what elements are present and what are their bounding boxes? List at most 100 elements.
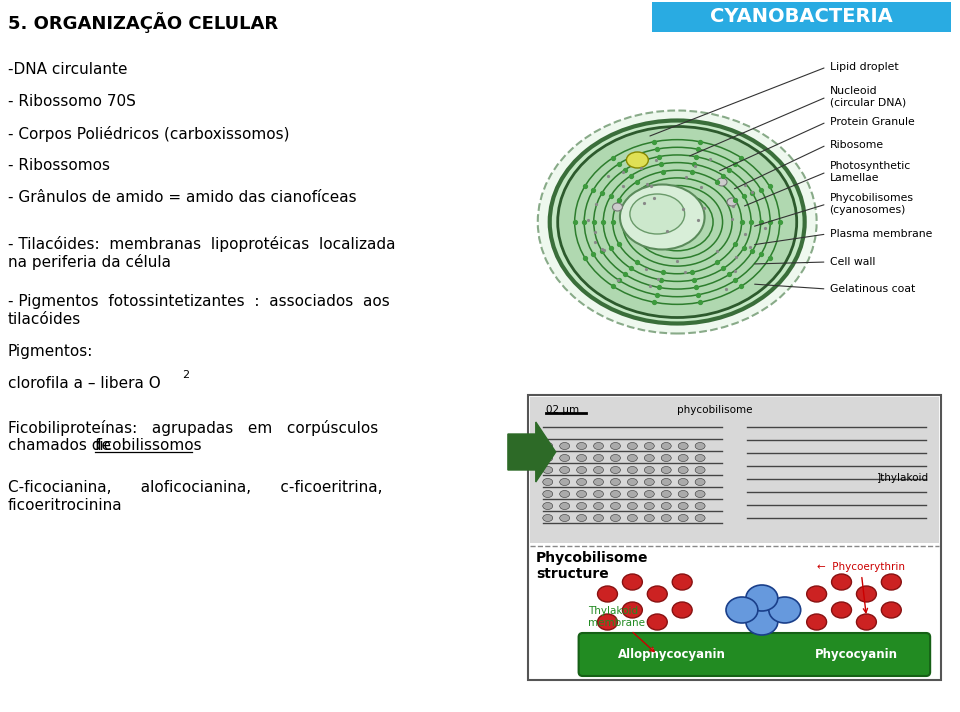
Text: - Pigmentos  fotossintetizantes  :  associados  aos: - Pigmentos fotossintetizantes : associa…: [8, 294, 390, 309]
Ellipse shape: [593, 454, 604, 461]
Ellipse shape: [644, 491, 655, 498]
Ellipse shape: [628, 515, 637, 521]
Text: 02 μm: 02 μm: [545, 405, 579, 415]
Text: ficoeritrocinina: ficoeritrocinina: [8, 498, 123, 513]
Text: C-ficocianina,      aloficocianina,      c-ficoeritrina,: C-ficocianina, aloficocianina, c-ficoeri…: [8, 480, 382, 495]
Ellipse shape: [678, 466, 688, 473]
Ellipse shape: [644, 515, 655, 521]
Ellipse shape: [622, 602, 642, 618]
Text: Cell wall: Cell wall: [829, 257, 875, 267]
Text: Nucleoid
(circular DNA): Nucleoid (circular DNA): [829, 86, 906, 108]
Ellipse shape: [597, 614, 617, 630]
Ellipse shape: [542, 515, 553, 521]
Text: -DNA circulante: -DNA circulante: [8, 62, 128, 77]
Ellipse shape: [560, 491, 569, 498]
Text: Ficobiliproteínas:   agrupadas   em   corpúsculos: Ficobiliproteínas: agrupadas em corpúscu…: [8, 420, 378, 436]
Ellipse shape: [577, 515, 587, 521]
Text: ←  Phycoerythrin: ← Phycoerythrin: [817, 562, 904, 613]
Ellipse shape: [593, 466, 604, 473]
Text: Thylakoid
membrane: Thylakoid membrane: [588, 606, 654, 651]
Ellipse shape: [647, 614, 667, 630]
Text: Pigmentos:: Pigmentos:: [8, 344, 93, 359]
Polygon shape: [508, 422, 556, 482]
Text: Gelatinous coat: Gelatinous coat: [829, 284, 915, 294]
Text: Allophycocyanin: Allophycocyanin: [618, 648, 726, 661]
Text: ]thylakoid: ]thylakoid: [877, 473, 929, 483]
Ellipse shape: [577, 466, 587, 473]
Ellipse shape: [550, 120, 804, 323]
Ellipse shape: [644, 503, 655, 510]
Ellipse shape: [611, 478, 620, 486]
Text: Phycobilisomes
(cyanosomes): Phycobilisomes (cyanosomes): [829, 193, 914, 215]
Ellipse shape: [678, 454, 688, 461]
Ellipse shape: [806, 614, 827, 630]
Ellipse shape: [856, 586, 876, 602]
Ellipse shape: [577, 442, 587, 449]
Ellipse shape: [695, 466, 705, 473]
Ellipse shape: [647, 586, 667, 602]
Ellipse shape: [611, 442, 620, 449]
Ellipse shape: [593, 503, 604, 510]
Ellipse shape: [628, 466, 637, 473]
Ellipse shape: [542, 491, 553, 498]
Ellipse shape: [593, 478, 604, 486]
Text: CYANOBACTERIA: CYANOBACTERIA: [710, 8, 893, 26]
Ellipse shape: [644, 442, 655, 449]
Ellipse shape: [678, 478, 688, 486]
Ellipse shape: [831, 602, 852, 618]
Ellipse shape: [881, 602, 901, 618]
Ellipse shape: [661, 454, 671, 461]
Text: phycobilisome: phycobilisome: [677, 405, 753, 415]
Ellipse shape: [695, 454, 705, 461]
Ellipse shape: [678, 503, 688, 510]
Ellipse shape: [661, 491, 671, 498]
Ellipse shape: [831, 574, 852, 590]
Text: - Grânulos de amido = amido das cianofíceas: - Grânulos de amido = amido das cianofíc…: [8, 190, 356, 205]
FancyBboxPatch shape: [530, 397, 939, 543]
Text: Phycobilisome
structure: Phycobilisome structure: [536, 551, 648, 581]
Ellipse shape: [577, 454, 587, 461]
Text: 5. ORGANIZAÇÃO CELULAR: 5. ORGANIZAÇÃO CELULAR: [8, 12, 278, 33]
Ellipse shape: [746, 609, 778, 635]
Ellipse shape: [611, 454, 620, 461]
Ellipse shape: [593, 491, 604, 498]
Ellipse shape: [695, 515, 705, 521]
Text: - Corpos Poliédricos (carboxissomos): - Corpos Poliédricos (carboxissomos): [8, 126, 290, 142]
Ellipse shape: [806, 586, 827, 602]
Ellipse shape: [577, 503, 587, 510]
FancyBboxPatch shape: [652, 2, 951, 32]
Ellipse shape: [661, 442, 671, 449]
Ellipse shape: [661, 466, 671, 473]
Ellipse shape: [538, 110, 817, 333]
Ellipse shape: [628, 478, 637, 486]
Ellipse shape: [597, 586, 617, 602]
Ellipse shape: [612, 203, 622, 211]
Text: tilacóides: tilacóides: [8, 312, 82, 327]
Ellipse shape: [695, 503, 705, 510]
Ellipse shape: [661, 503, 671, 510]
Ellipse shape: [678, 515, 688, 521]
Text: Photosynthetic
Lamellae: Photosynthetic Lamellae: [829, 161, 911, 183]
Ellipse shape: [577, 478, 587, 486]
Text: ficobilissomos: ficobilissomos: [95, 438, 203, 453]
Ellipse shape: [542, 478, 553, 486]
Ellipse shape: [622, 574, 642, 590]
Ellipse shape: [611, 503, 620, 510]
Text: - Ribossomo 70S: - Ribossomo 70S: [8, 94, 136, 109]
Ellipse shape: [558, 127, 797, 318]
FancyBboxPatch shape: [528, 395, 941, 680]
Text: Lipid droplet: Lipid droplet: [829, 62, 899, 72]
Ellipse shape: [560, 454, 569, 461]
Text: Phycocyanin: Phycocyanin: [815, 648, 898, 661]
Ellipse shape: [661, 478, 671, 486]
Ellipse shape: [672, 574, 692, 590]
Ellipse shape: [695, 442, 705, 449]
Ellipse shape: [644, 466, 655, 473]
Ellipse shape: [611, 491, 620, 498]
Text: Protein Granule: Protein Granule: [829, 117, 914, 127]
Ellipse shape: [542, 454, 553, 461]
Ellipse shape: [560, 478, 569, 486]
Ellipse shape: [672, 602, 692, 618]
Ellipse shape: [644, 478, 655, 486]
Ellipse shape: [695, 491, 705, 498]
